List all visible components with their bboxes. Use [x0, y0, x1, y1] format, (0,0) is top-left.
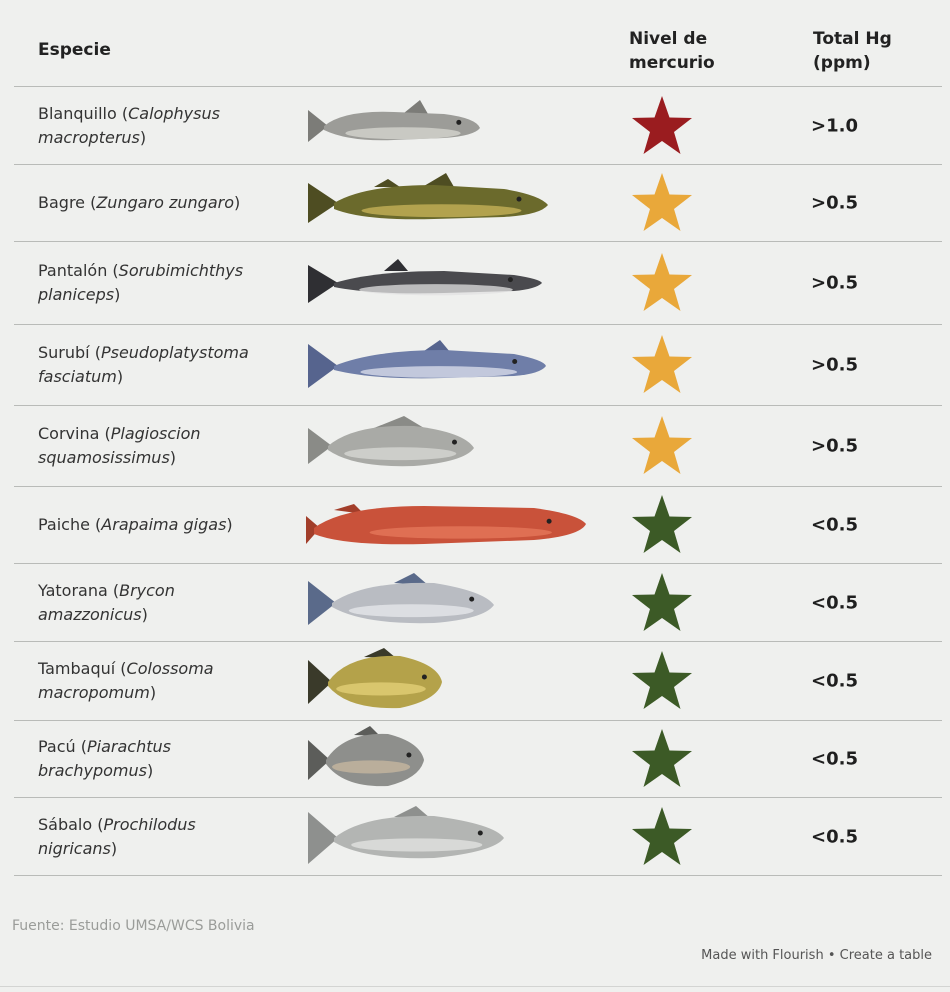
catfish-tiger-icon	[304, 336, 604, 394]
species-scientific-name: Sorubimichthys planiceps	[38, 261, 244, 304]
species-name: Corvina (Plagioscion squamosissimus)	[38, 422, 268, 470]
species-close-paren: )	[149, 683, 157, 702]
species-common-name: Pacú (	[38, 737, 87, 756]
total-hg-value: >0.5	[811, 354, 858, 376]
table-row: Paiche (Arapaima gigas) <0.5	[14, 487, 942, 564]
species-close-paren: )	[114, 285, 121, 304]
header-species: Especie	[38, 40, 111, 60]
species-scientific-name: Pseudoplatystoma fasciatum	[38, 343, 249, 386]
mercury-star-icon	[630, 333, 694, 397]
tambaqui-icon	[304, 648, 604, 714]
table-row: Sábalo (Prochilodus nigricans) <0.5	[14, 798, 942, 876]
catfish-silver-icon	[304, 96, 604, 156]
species-scientific-name: Prochilodus nigricans	[38, 814, 196, 858]
made-with-flourish-link[interactable]: Made with Flourish	[701, 948, 824, 963]
sabalo-icon	[304, 804, 604, 870]
mercury-star-icon	[630, 727, 694, 791]
silver-fish-icon	[304, 571, 604, 635]
species-name: Pantalón (Sorubimichthys planiceps)	[38, 259, 268, 307]
species-common-name: Corvina (	[38, 424, 111, 443]
mercury-star-icon	[630, 171, 694, 235]
species-close-paren: )	[141, 604, 148, 624]
pacu-icon	[304, 726, 604, 792]
mercury-star-icon	[630, 805, 694, 869]
catfish-olive-icon	[304, 171, 604, 235]
total-hg-value: >0.5	[811, 435, 858, 457]
catfish-striped-icon	[304, 255, 604, 311]
species-close-paren: )	[226, 515, 233, 534]
mercury-star-icon	[630, 493, 694, 557]
species-close-paren: )	[234, 193, 241, 212]
species-name: Pacú (Piarachtus brachypomus)	[38, 735, 268, 783]
species-common-name: Surubí (	[38, 343, 101, 362]
species-close-paren: )	[169, 448, 177, 467]
species-name: Sábalo (Prochilodus nigricans)	[38, 813, 268, 861]
total-hg-value: <0.5	[811, 670, 858, 692]
species-close-paren: )	[116, 367, 124, 386]
table-row: Pantalón (Sorubimichthys planiceps) >0.5	[14, 242, 942, 325]
header-mercury-level: Nivel de mercurio	[629, 29, 715, 73]
total-hg-value: <0.5	[811, 592, 858, 613]
species-common-name: Pantalón (	[38, 261, 119, 280]
species-close-paren: )	[139, 127, 147, 147]
species-name: Bagre (Zungaro zungaro)	[38, 191, 268, 215]
species-scientific-name: Calophysus macropterus	[38, 103, 220, 147]
total-hg-value: <0.5	[811, 826, 858, 847]
species-scientific-name: Brycon amazzonicus	[38, 580, 175, 624]
species-scientific-name: Piarachtus brachypomus	[38, 737, 171, 780]
mercury-star-icon	[630, 649, 694, 713]
credits-separator: •	[827, 948, 836, 963]
arapaima-icon	[304, 494, 604, 556]
species-common-name: Blanquillo (	[38, 103, 129, 123]
table-row: Tambaquí (Colossoma macropomum) <0.5	[14, 642, 942, 721]
table-header: Especie Nivel de mercurio Total Hg (ppm)	[14, 18, 942, 87]
table-row: Blanquillo (Calophysus macropterus) >1.0	[14, 87, 942, 165]
species-scientific-name: Colossoma macropomum	[38, 659, 214, 702]
mercury-star-icon	[630, 571, 694, 635]
credits: Made with Flourish • Create a table	[701, 948, 932, 963]
species-common-name: Sábalo (	[38, 814, 104, 834]
species-name: Tambaquí (Colossoma macropomum)	[38, 657, 268, 705]
header-total-hg: Total Hg (ppm)	[813, 29, 892, 73]
species-scientific-name: Zungaro zungaro	[96, 193, 235, 212]
table-row: Bagre (Zungaro zungaro) >0.5	[14, 165, 942, 242]
species-name: Surubí (Pseudoplatystoma fasciatum)	[38, 341, 268, 389]
table-row: Yatorana (Brycon amazzonicus) <0.5	[14, 564, 942, 642]
total-hg-value: >1.0	[811, 115, 858, 136]
table-row: Corvina (Plagioscion squamosissimus) >0.…	[14, 406, 942, 487]
total-hg-value: <0.5	[811, 514, 858, 536]
species-common-name: Yatorana (	[38, 580, 120, 600]
mercury-star-icon	[630, 94, 694, 158]
species-name: Yatorana (Brycon amazzonicus)	[38, 579, 268, 627]
drum-fish-icon	[304, 414, 604, 478]
table-body: Blanquillo (Calophysus macropterus) >1.0…	[14, 87, 942, 876]
species-scientific-name: Arapaima gigas	[101, 515, 227, 534]
table-row: Surubí (Pseudoplatystoma fasciatum) >0.5	[14, 325, 942, 406]
species-scientific-name: Plagioscion squamosissimus	[38, 424, 201, 467]
source-note: Fuente: Estudio UMSA/WCS Bolivia	[12, 918, 255, 934]
species-common-name: Tambaquí (	[38, 659, 127, 678]
create-table-link[interactable]: Create a table	[839, 948, 932, 963]
mercury-star-icon	[630, 414, 694, 478]
total-hg-value: <0.5	[811, 748, 858, 770]
bottom-divider	[0, 986, 950, 987]
species-common-name: Paiche (	[38, 515, 102, 534]
mercury-table: Especie Nivel de mercurio Total Hg (ppm)…	[14, 18, 942, 876]
total-hg-value: >0.5	[811, 192, 858, 214]
species-common-name: Bagre (	[38, 193, 97, 212]
species-name: Blanquillo (Calophysus macropterus)	[38, 102, 268, 150]
table-row: Pacú (Piarachtus brachypomus) <0.5	[14, 721, 942, 798]
total-hg-value: >0.5	[811, 272, 858, 294]
species-close-paren: )	[146, 761, 154, 780]
species-close-paren: )	[110, 838, 118, 858]
species-name: Paiche (Arapaima gigas)	[38, 513, 268, 537]
mercury-star-icon	[630, 251, 694, 315]
